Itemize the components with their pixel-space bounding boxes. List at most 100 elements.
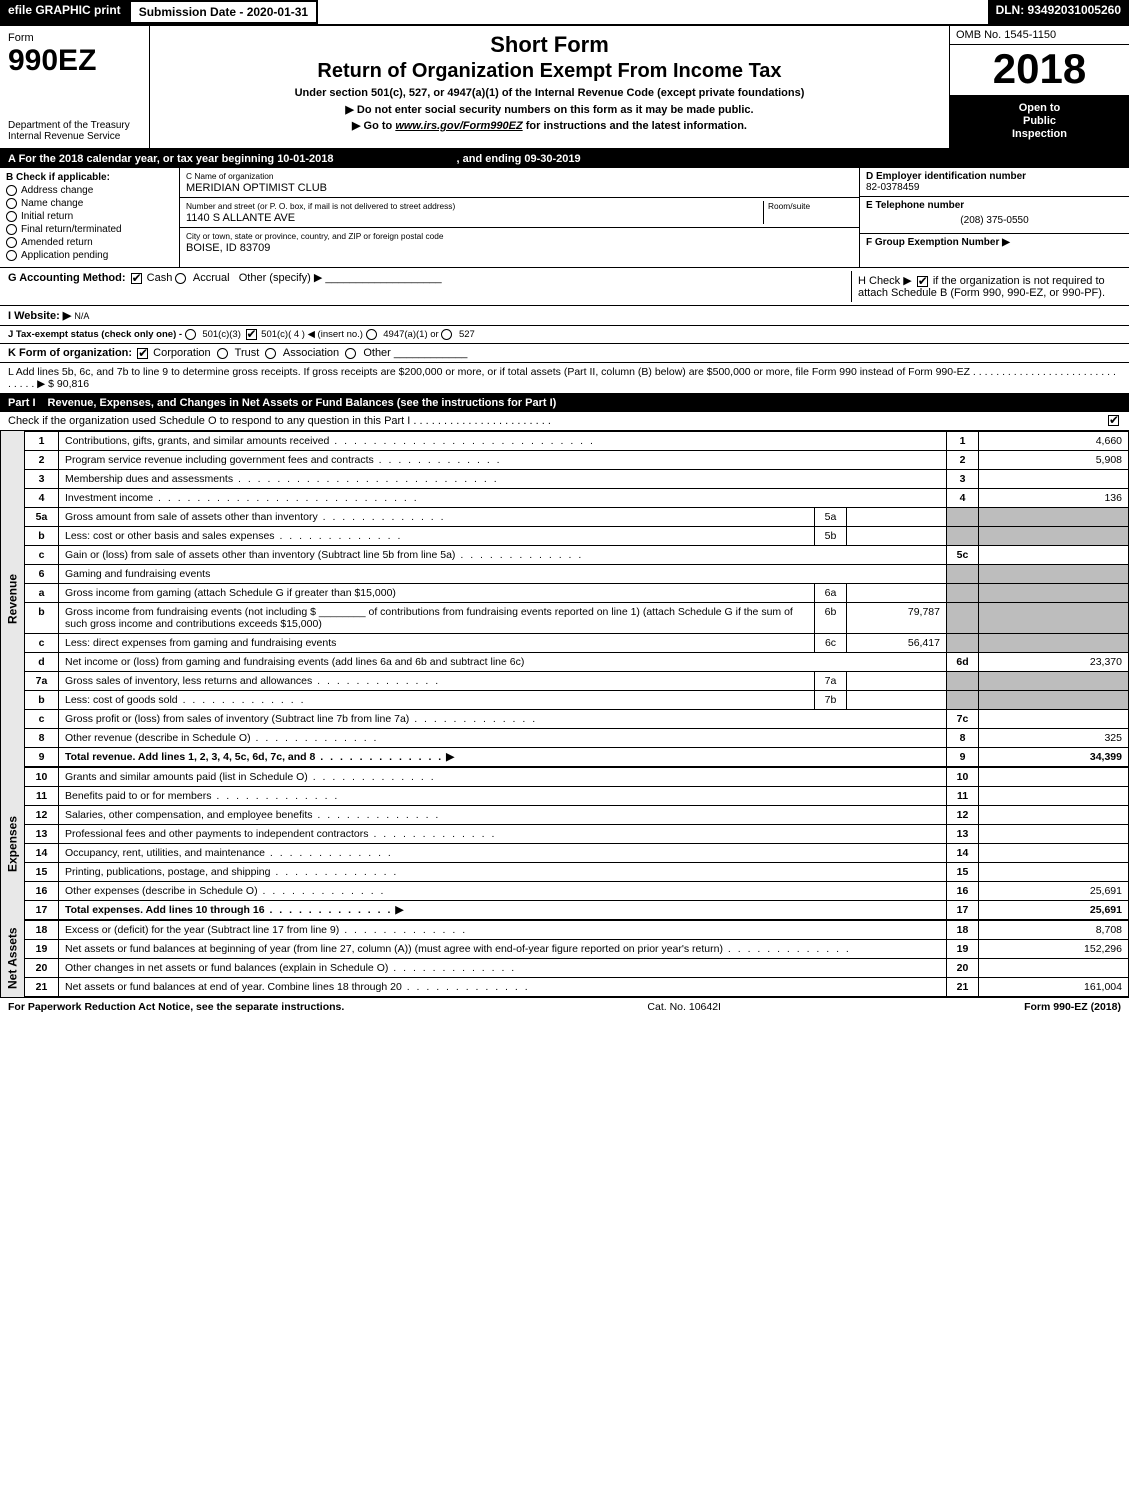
bullet-goto-post: for instructions and the latest informat… bbox=[523, 120, 747, 132]
l19-amount: 152,296 bbox=[979, 940, 1129, 959]
sidelabel-net-assets: Net Assets bbox=[0, 920, 24, 997]
chk-cash[interactable] bbox=[131, 273, 142, 284]
expenses-table: 10 Grants and similar amounts paid (list… bbox=[24, 767, 1129, 920]
h-text1: H Check ▶ bbox=[858, 275, 912, 287]
period-end: , and ending 09-30-2019 bbox=[457, 153, 581, 165]
line-8: 8 Other revenue (describe in Schedule O)… bbox=[25, 729, 1129, 748]
l5b-grey bbox=[947, 527, 979, 546]
chk-trust[interactable] bbox=[217, 348, 228, 359]
part-i-check-o: Check if the organization used Schedule … bbox=[0, 412, 1129, 431]
l21-amount: 161,004 bbox=[979, 978, 1129, 997]
line-5a: 5a Gross amount from sale of assets othe… bbox=[25, 508, 1129, 527]
topbar: efile GRAPHIC print Submission Date - 20… bbox=[0, 0, 1129, 26]
l6b-num: b bbox=[25, 603, 59, 634]
chk-corporation[interactable] bbox=[137, 348, 148, 359]
l10-numcol: 10 bbox=[947, 768, 979, 787]
line-11: 11 Benefits paid to or for members 11 bbox=[25, 787, 1129, 806]
expenses-block: Expenses 10 Grants and similar amounts p… bbox=[0, 767, 1129, 920]
form-title-block: Short Form Return of Organization Exempt… bbox=[150, 26, 949, 148]
l-gross-receipts: L Add lines 5b, 6c, and 7b to line 9 to … bbox=[0, 363, 1129, 394]
footer-form-ref: Form 990-EZ (2018) bbox=[1024, 1001, 1121, 1013]
chk-initial-return[interactable]: Initial return bbox=[6, 211, 173, 222]
h-check: H Check ▶ if the organization is not req… bbox=[851, 271, 1121, 302]
phone-cell: E Telephone number (208) 375-0550 bbox=[860, 197, 1129, 234]
l6-grey bbox=[947, 565, 979, 584]
chk-name-change[interactable]: Name change bbox=[6, 198, 173, 209]
chk-527[interactable] bbox=[441, 329, 452, 340]
section-def-col: D Employer identification number 82-0378… bbox=[859, 168, 1129, 268]
chk-application-pending[interactable]: Application pending bbox=[6, 250, 173, 261]
k-corp: Corporation bbox=[153, 347, 210, 359]
part-i-label: Part I bbox=[8, 397, 48, 409]
l21-num: 21 bbox=[25, 978, 59, 997]
g-accounting-method: G Accounting Method: Cash Accrual Other … bbox=[8, 271, 851, 302]
part-i-header: Part I Revenue, Expenses, and Changes in… bbox=[0, 394, 1129, 412]
l17-desc: Total expenses. Add lines 10 through 16 bbox=[65, 904, 265, 916]
l3-desc: Membership dues and assessments bbox=[65, 473, 499, 485]
chk-other-org[interactable] bbox=[345, 348, 356, 359]
chk-4947a1[interactable] bbox=[366, 329, 377, 340]
l15-numcol: 15 bbox=[947, 863, 979, 882]
l6c-grey-amt bbox=[979, 634, 1129, 653]
line-6d: d Net income or (loss) from gaming and f… bbox=[25, 653, 1129, 672]
l5a-val bbox=[847, 508, 947, 527]
l16-numcol: 16 bbox=[947, 882, 979, 901]
g-h-row: G Accounting Method: Cash Accrual Other … bbox=[0, 268, 1129, 306]
l7c-amount bbox=[979, 710, 1129, 729]
line-20: 20 Other changes in net assets or fund b… bbox=[25, 959, 1129, 978]
net-assets-table: 18 Excess or (deficit) for the year (Sub… bbox=[24, 920, 1129, 997]
line-7a: 7a Gross sales of inventory, less return… bbox=[25, 672, 1129, 691]
l14-desc: Occupancy, rent, utilities, and maintena… bbox=[65, 847, 393, 859]
l6d-amount: 23,370 bbox=[979, 653, 1129, 672]
l7b-val bbox=[847, 691, 947, 710]
j-501c: 501(c)( 4 ) ◀ (insert no.) bbox=[261, 329, 363, 340]
chk-address-change[interactable]: Address change bbox=[6, 185, 173, 196]
header-right-block: OMB No. 1545-1150 2018 Open to Public In… bbox=[949, 26, 1129, 148]
l9-amount: 34,399 bbox=[979, 748, 1129, 767]
l1-numcol: 1 bbox=[947, 432, 979, 451]
chk-schedule-o-used[interactable] bbox=[1108, 415, 1119, 426]
line-6a: a Gross income from gaming (attach Sched… bbox=[25, 584, 1129, 603]
chk-501c3[interactable] bbox=[185, 329, 196, 340]
l7a-desc: Gross sales of inventory, less returns a… bbox=[65, 675, 440, 687]
line-18: 18 Excess or (deficit) for the year (Sub… bbox=[25, 921, 1129, 940]
l18-desc: Excess or (deficit) for the year (Subtra… bbox=[65, 924, 467, 936]
l12-num: 12 bbox=[25, 806, 59, 825]
l8-num: 8 bbox=[25, 729, 59, 748]
instructions-link[interactable]: www.irs.gov/Form990EZ bbox=[395, 120, 522, 132]
l6a-num: a bbox=[25, 584, 59, 603]
chk-final-return[interactable]: Final return/terminated bbox=[6, 224, 173, 235]
l20-numcol: 20 bbox=[947, 959, 979, 978]
l5a-grey bbox=[947, 508, 979, 527]
l13-amount bbox=[979, 825, 1129, 844]
dept-block: Department of the Treasury Internal Reve… bbox=[8, 120, 141, 142]
l5b-desc: Less: cost or other basis and sales expe… bbox=[65, 530, 402, 542]
l20-amount bbox=[979, 959, 1129, 978]
org-name: MERIDIAN OPTIMIST CLUB bbox=[186, 182, 327, 194]
part-i-title: Revenue, Expenses, and Changes in Net As… bbox=[48, 397, 1121, 409]
l14-numcol: 14 bbox=[947, 844, 979, 863]
omb-number: OMB No. 1545-1150 bbox=[950, 26, 1129, 45]
line-15: 15 Printing, publications, postage, and … bbox=[25, 863, 1129, 882]
l7a-grey-amt bbox=[979, 672, 1129, 691]
line-13: 13 Professional fees and other payments … bbox=[25, 825, 1129, 844]
l4-numcol: 4 bbox=[947, 489, 979, 508]
chk-501c[interactable] bbox=[246, 329, 257, 340]
l5c-num: c bbox=[25, 546, 59, 565]
chk-amended-return[interactable]: Amended return bbox=[6, 237, 173, 248]
efile-print-label[interactable]: efile GRAPHIC print bbox=[0, 0, 129, 24]
line-6b: b Gross income from fundraising events (… bbox=[25, 603, 1129, 634]
l7c-num: c bbox=[25, 710, 59, 729]
l2-num: 2 bbox=[25, 451, 59, 470]
l12-desc: Salaries, other compensation, and employ… bbox=[65, 809, 440, 821]
j-tax-exempt-row: J Tax-exempt status (check only one) - 5… bbox=[0, 326, 1129, 344]
revenue-table: 1 Contributions, gifts, grants, and simi… bbox=[24, 431, 1129, 767]
period-begin: A For the 2018 calendar year, or tax yea… bbox=[8, 153, 333, 165]
section-b-title: B Check if applicable: bbox=[6, 172, 173, 183]
title-return: Return of Organization Exempt From Incom… bbox=[158, 60, 941, 83]
chk-schedule-b-not-required[interactable] bbox=[917, 276, 928, 287]
street: 1140 S ALLANTE AVE bbox=[186, 212, 295, 224]
l7b-box: 7b bbox=[815, 691, 847, 710]
chk-association[interactable] bbox=[265, 348, 276, 359]
chk-accrual[interactable] bbox=[175, 273, 186, 284]
